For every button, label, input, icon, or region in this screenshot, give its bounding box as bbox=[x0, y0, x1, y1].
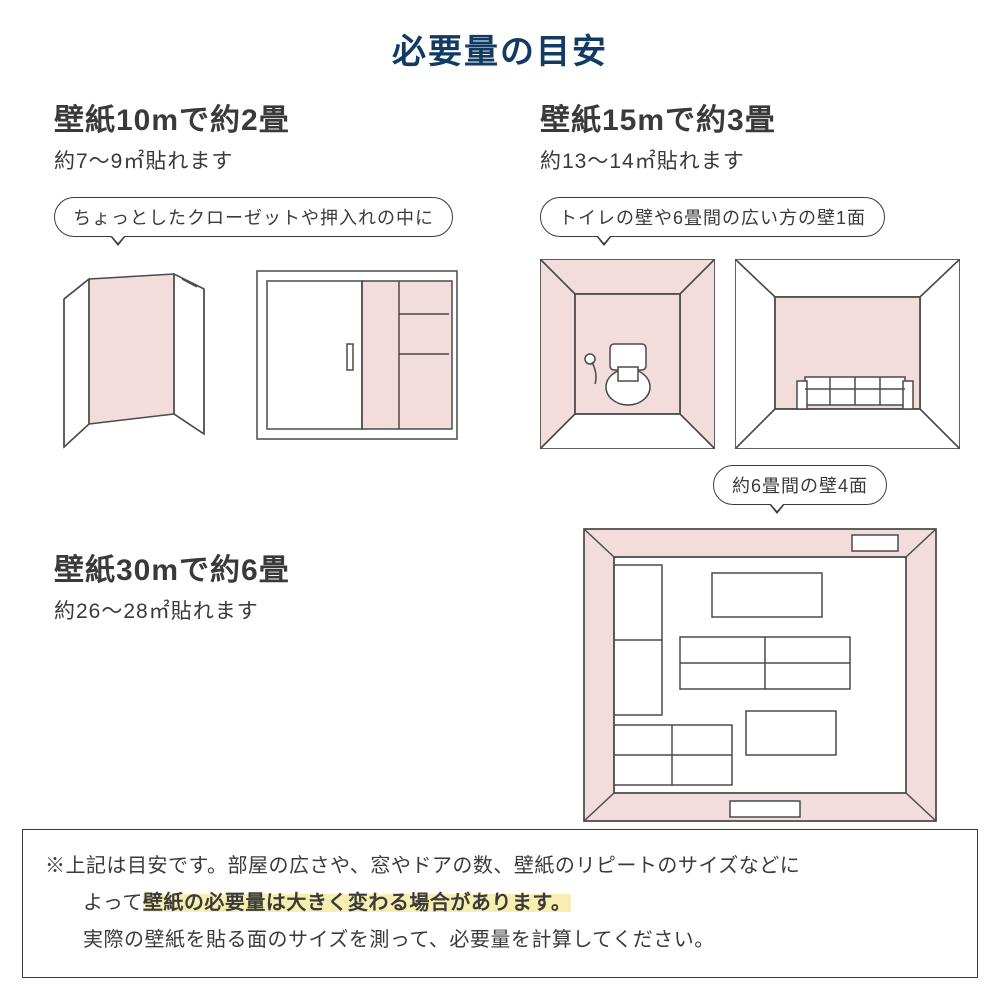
page-title: 必要量の目安 bbox=[0, 0, 1000, 73]
floorplan-sketch-icon bbox=[580, 525, 940, 825]
disclaimer-box: ※上記は目安です。部屋の広さや、窓やドアの数、壁紙のリピートのサイズなどに よっ… bbox=[22, 829, 978, 978]
disclaimer-highlight: 壁紙の必要量は大きく変わる場合があります。 bbox=[143, 892, 572, 914]
section-10m-bubble: ちょっとしたクローゼットや押入れの中に bbox=[54, 197, 453, 237]
section-15m: 壁紙15mで約3畳 約13〜14㎡貼れます トイレの壁や6畳間の広い方の壁1面 bbox=[540, 95, 960, 449]
section-15m-bubble: トイレの壁や6畳間の広い方の壁1面 bbox=[540, 197, 885, 237]
section-30m-sub: 約26〜28㎡貼れます bbox=[54, 595, 290, 625]
section-15m-sub: 約13〜14㎡貼れます bbox=[540, 145, 960, 175]
section-30m-bubble: 約6畳間の壁4面 bbox=[713, 465, 887, 505]
living-room-sketch-icon bbox=[735, 259, 960, 449]
disclaimer-line2-pre: よって bbox=[83, 892, 143, 914]
sliding-closet-sketch-icon bbox=[249, 259, 469, 449]
section-30m-illus: 約6畳間の壁4面 bbox=[580, 465, 940, 830]
section-10m-illustrations bbox=[54, 259, 469, 449]
section-10m-heading: 壁紙10mで約2畳 bbox=[54, 95, 469, 139]
section-30m-heading: 壁紙30mで約6畳 bbox=[54, 545, 290, 589]
section-10m-sub: 約7〜9㎡貼れます bbox=[54, 145, 469, 175]
disclaimer-line2: よって壁紙の必要量は大きく変わる場合があります。 bbox=[45, 885, 955, 922]
closet-sketch-icon bbox=[54, 259, 229, 449]
disclaimer-line3: 実際の壁紙を貼る面のサイズを測って、必要量を計算してください。 bbox=[45, 922, 955, 959]
section-15m-heading: 壁紙15mで約3畳 bbox=[540, 95, 960, 139]
disclaimer-line1: ※上記は目安です。部屋の広さや、窓やドアの数、壁紙のリピートのサイズなどに bbox=[45, 848, 955, 885]
section-30m: 壁紙30mで約6畳 約26〜28㎡貼れます bbox=[54, 545, 290, 625]
toilet-room-sketch-icon bbox=[540, 259, 715, 449]
section-10m: 壁紙10mで約2畳 約7〜9㎡貼れます ちょっとしたクローゼットや押入れの中に bbox=[54, 95, 469, 449]
section-15m-illustrations bbox=[540, 259, 960, 449]
